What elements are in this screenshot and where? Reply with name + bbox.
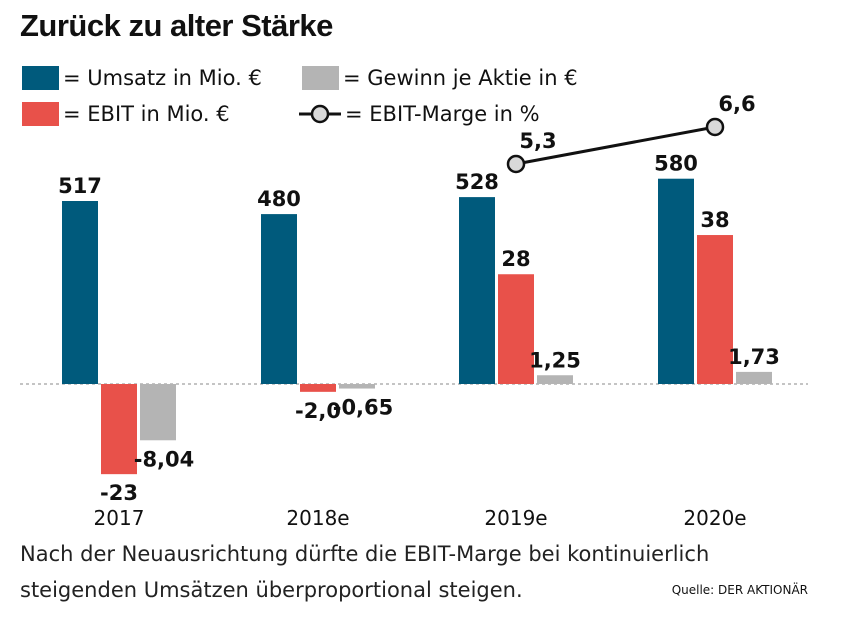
legend-swatch-umsatz xyxy=(22,66,59,90)
data-label-umsatz-2018e: 480 xyxy=(257,187,301,211)
legend-label-umsatz: = Umsatz in Mio. € xyxy=(63,66,262,90)
marge-label-2019e: 5,3 xyxy=(519,129,556,153)
bar-umsatz-2017 xyxy=(62,201,98,384)
x-tick-label-2019e: 2019e xyxy=(484,506,547,530)
bar-gewinn-2017 xyxy=(140,384,176,441)
data-label-umsatz-2020e: 580 xyxy=(654,152,698,176)
legend-gewinn: = Gewinn je Aktie in € xyxy=(302,66,578,90)
data-label-gewinn-2018e: -0,65 xyxy=(333,396,394,420)
data-label-ebit-2020e: 38 xyxy=(700,208,729,232)
legend-swatch-ebit xyxy=(22,102,59,126)
legend-label-ebit: = EBIT in Mio. € xyxy=(63,102,230,126)
data-label-umsatz-2017: 517 xyxy=(58,174,102,198)
data-label-ebit-2019e: 28 xyxy=(501,247,530,271)
marge-point-2019e xyxy=(506,154,526,174)
legend-swatch-gewinn xyxy=(302,66,339,90)
marge-label-2020e: 6,6 xyxy=(718,92,755,116)
x-tick-label-2020e: 2020e xyxy=(683,506,746,530)
bar-ebit-2018e xyxy=(300,384,336,392)
bar-gewinn-2020e xyxy=(736,371,772,384)
legend-line-marker-icon xyxy=(299,104,341,124)
marge-line xyxy=(515,125,716,166)
source-note: Quelle: DER AKTIONÄR xyxy=(671,583,808,597)
bar-umsatz-2019e xyxy=(459,197,495,384)
legend-ebit: = EBIT in Mio. € xyxy=(22,102,230,126)
data-label-gewinn-2020e: 1,73 xyxy=(728,345,780,369)
data-label-umsatz-2019e: 528 xyxy=(455,170,499,194)
bar-gewinn-2019e xyxy=(537,375,573,384)
bar-ebit-2020e xyxy=(697,235,733,384)
legend-marge: = EBIT-Marge in % xyxy=(299,102,540,126)
bar-gewinn-2018e xyxy=(339,384,375,389)
bar-umsatz-2020e xyxy=(658,178,694,384)
data-label-gewinn-2017: -8,04 xyxy=(134,447,195,471)
bar-umsatz-2018e xyxy=(261,214,297,384)
chart-title: Zurück zu alter Stärke xyxy=(20,8,333,43)
data-label-ebit-2018e: -2,0 xyxy=(295,399,341,423)
bar-ebit-2019e xyxy=(498,274,534,384)
legend-label-marge: = EBIT-Marge in % xyxy=(345,102,540,126)
marge-point-2020e xyxy=(705,117,725,137)
x-tick-label-2018e: 2018e xyxy=(286,506,349,530)
bar-ebit-2017 xyxy=(101,384,137,475)
legend-label-gewinn: = Gewinn je Aktie in € xyxy=(343,66,578,90)
data-label-ebit-2017: -23 xyxy=(100,481,138,505)
data-label-gewinn-2019e: 1,25 xyxy=(529,348,581,372)
x-tick-label-2017: 2017 xyxy=(94,506,145,530)
chart-caption: Nach der Neuausrichtung dürfte die EBIT-… xyxy=(20,542,710,602)
legend-umsatz: = Umsatz in Mio. € xyxy=(22,66,262,90)
